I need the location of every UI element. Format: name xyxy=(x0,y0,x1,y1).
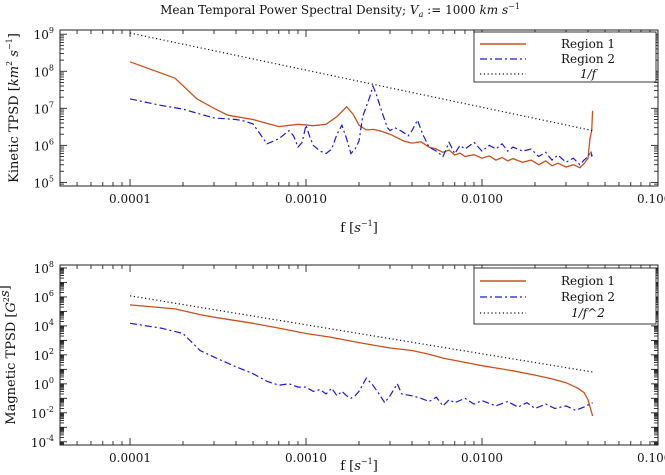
y-tick-label: 107 xyxy=(34,100,54,116)
legend-box xyxy=(473,31,657,83)
legend-label-region-2: Region 2 xyxy=(561,290,615,304)
y-axis-label: Magnetic TPSD [G2s] xyxy=(0,285,19,424)
x-tick-label: 0.0100 xyxy=(461,451,503,465)
chart-title: Mean Temporal Power Spectral Density; Va… xyxy=(160,2,520,19)
x-axis-label: f [s−1] xyxy=(340,457,378,474)
y-tick-label: 108 xyxy=(34,63,54,79)
legend-label-region-1: Region 1 xyxy=(561,274,615,288)
y-tick-label: 104 xyxy=(34,318,54,334)
legend-box xyxy=(473,267,657,325)
kinetic-tpsd-panel: 105 106 107 108 109 0.0001 0.0010 0.0100 0.1000… xyxy=(5,26,665,236)
y-tick-label: 10-4 xyxy=(31,434,54,450)
y-axis-label: Kinetic TPSD [km2 s−1] xyxy=(5,33,22,183)
magnetic-tpsd-panel: 10-4 10-2 100 102 104 106 108 0.0001 0.0010 0.01… xyxy=(0,260,665,474)
series-line-1 xyxy=(129,84,594,166)
series-line-1 xyxy=(129,322,593,411)
x-tick-label: 0.0001 xyxy=(109,192,151,206)
y-tick-label: 109 xyxy=(34,26,54,42)
y-tick-label: 102 xyxy=(34,347,54,363)
legend-label-1-over-f: 1/f xyxy=(580,67,599,81)
x-tick-label: 0.1000 xyxy=(637,451,665,465)
series-line-2 xyxy=(129,32,593,132)
y-tick-label: 106 xyxy=(34,289,54,305)
x-tick-label: 0.0010 xyxy=(285,451,327,465)
x-tick-label: 0.0100 xyxy=(461,192,503,206)
legend-label-region-1: Region 1 xyxy=(561,37,615,51)
x-tick-label: 0.1000 xyxy=(637,192,665,206)
legend-label-1-over-f-squared: 1/f^2 xyxy=(571,306,605,320)
x-tick-label: 0.0001 xyxy=(109,451,151,465)
legend: Region 1 Region 2 1/f^2 xyxy=(473,267,657,325)
y-tick-label: 105 xyxy=(34,174,54,190)
series-line-0 xyxy=(129,61,594,169)
x-axis-label: f [s−1] xyxy=(340,219,378,236)
legend-label-region-2: Region 2 xyxy=(561,52,615,66)
series-line-0 xyxy=(129,304,594,417)
y-tick-label: 100 xyxy=(34,376,54,392)
y-tick-label: 108 xyxy=(34,260,54,276)
x-tick-label: 0.0010 xyxy=(285,192,327,206)
y-tick-label: 106 xyxy=(34,137,54,153)
y-tick-label: 10-2 xyxy=(31,405,54,421)
legend: Region 1 Region 2 1/f xyxy=(473,31,657,83)
